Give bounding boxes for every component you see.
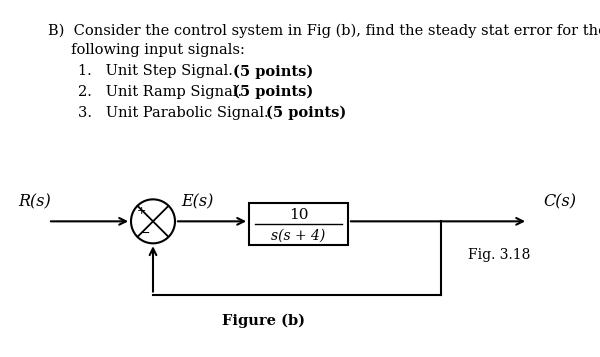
Text: s(s + 4): s(s + 4) xyxy=(271,228,326,242)
Text: +: + xyxy=(137,206,146,216)
Text: (5 points): (5 points) xyxy=(233,64,313,79)
Text: 10: 10 xyxy=(289,207,308,222)
Text: 2.   Unit Ramp Signal.: 2. Unit Ramp Signal. xyxy=(78,85,247,99)
Text: C(s): C(s) xyxy=(543,193,576,210)
Text: R(s): R(s) xyxy=(18,193,51,210)
Text: E(s): E(s) xyxy=(181,193,214,210)
Text: Fig. 3.18: Fig. 3.18 xyxy=(468,248,530,262)
Text: 3.   Unit Parabolic Signal.: 3. Unit Parabolic Signal. xyxy=(78,106,273,120)
Text: Figure (b): Figure (b) xyxy=(223,314,305,328)
Bar xyxy=(249,203,348,245)
Text: (5 points): (5 points) xyxy=(233,85,313,99)
Text: 1.   Unit Step Signal.: 1. Unit Step Signal. xyxy=(78,64,238,78)
Text: (5 points): (5 points) xyxy=(266,106,346,120)
Text: following input signals:: following input signals: xyxy=(48,43,245,57)
Text: −: − xyxy=(139,227,150,240)
Text: B)  Consider the control system in Fig (b), find the steady stat error for the: B) Consider the control system in Fig (b… xyxy=(48,23,600,37)
